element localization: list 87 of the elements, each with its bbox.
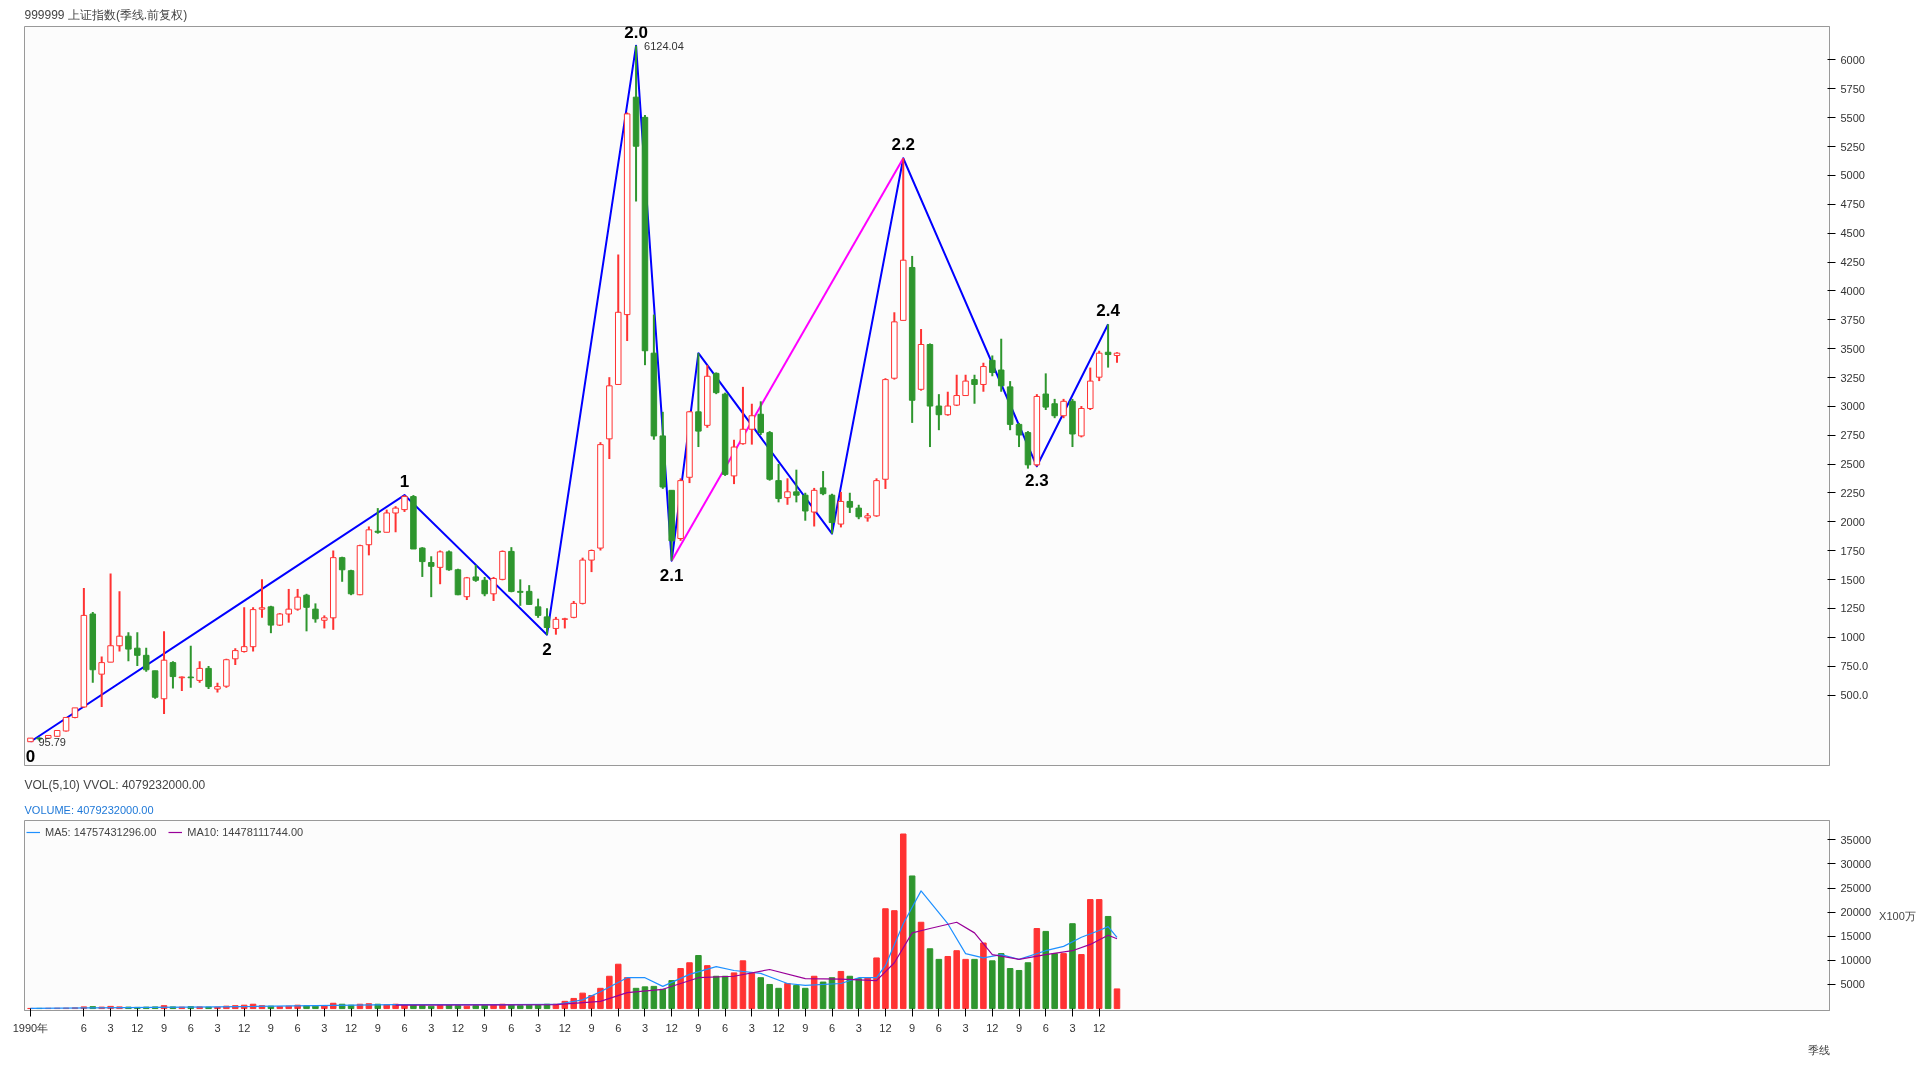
y-tick-label: 1000 [1840,631,1865,644]
text: 95.79 [38,735,66,748]
x-tick-label: 9 [1015,1021,1023,1034]
x-tick-label: 12 [558,1021,571,1034]
y-tick-label: 750.0 [1840,660,1869,673]
x-tick-label: 6 [935,1021,942,1034]
y-tick-label: 500.0 [1840,689,1869,702]
x-tick-label: 9 [267,1021,274,1034]
annotation: 2 [542,639,552,659]
x-tick-label: 6 [508,1021,515,1034]
y-tick-label: 25000 [1840,882,1872,895]
x-tick-label: 12 [1093,1021,1106,1034]
x-tick-label: 9 [160,1021,168,1034]
y-tick-label: 1250 [1840,602,1865,615]
annotation: 2.0 [624,22,648,42]
y-tick-label: 20000 [1840,906,1872,919]
y-tick-label: 3000 [1840,400,1865,413]
x-tick-label: 6 [1042,1021,1049,1034]
annotation: 0 [25,746,36,766]
y-tick-label: 15000 [1840,930,1872,943]
x-tick-label: 3 [214,1021,221,1034]
x-tick-label: 3 [535,1021,542,1034]
annotation: 1 [399,472,410,492]
y-tick-label: 2000 [1840,515,1865,528]
x-tick-label: 12 [879,1021,892,1034]
y-tick-label: 5000 [1840,978,1865,991]
x-tick-label: 12 [131,1021,144,1034]
y-tick-label: 1500 [1840,573,1865,586]
legend-label: MA10: 14478111744.00 [187,826,304,838]
x-tick-label: 6 [401,1021,408,1034]
x-tick-label: 6 [294,1021,301,1034]
y-tick-label: 4500 [1840,227,1865,240]
x-tick-label: 12 [986,1021,999,1034]
y-tick-label: 1750 [1840,544,1865,557]
legend-label: MA5: 14757431296.00 [45,826,157,838]
annotation: 2.3 [1025,471,1049,491]
text: 6124.04 [644,39,684,52]
x-tick-label: 3 [962,1021,969,1034]
text: 季线 [1807,1043,1830,1056]
x-tick-label: 12 [772,1021,785,1034]
x-tick-label: 3 [641,1021,649,1034]
x-tick-label: 3 [428,1021,435,1034]
x-tick-label: 3 [107,1021,114,1034]
y-tick-label: 6000 [1840,53,1865,66]
x-tick-label: 9 [695,1021,702,1034]
x-tick-label: 9 [909,1021,916,1034]
annotation: 2.4 [1096,301,1121,321]
y-tick-label: 30000 [1840,857,1872,870]
annotation: 2.2 [891,135,916,155]
y-tick-label: 2500 [1840,458,1865,471]
y-tick-label: 35000 [1840,833,1872,846]
x-tick-label: 12 [238,1021,251,1034]
x-tick-label: 12 [344,1021,358,1034]
x-tick-label: 1990年 [12,1021,49,1034]
y-tick-label: 5750 [1840,82,1865,95]
x-tick-label: 12 [665,1021,678,1034]
y-tick-label: 4250 [1840,256,1865,269]
x-tick-label: 3 [321,1021,328,1034]
y-tick-label: 5500 [1840,111,1865,124]
x-tick-label: 9 [802,1021,809,1034]
y-tick-label: 5250 [1840,140,1865,153]
y-axis-title: X100万 [1879,909,1916,922]
x-tick-label: 6 [722,1021,729,1034]
chart-title: VOL(5,10) VVOL: 4079232000.00 [24,777,206,792]
x-tick-label: 6 [615,1021,622,1034]
annotation: 2.1 [659,565,684,585]
y-tick-label: 3750 [1840,313,1865,326]
x-tick-label: 6 [187,1021,194,1034]
y-tick-label: 3500 [1840,342,1865,355]
x-tick-label: 3 [748,1021,755,1034]
y-tick-label: 10000 [1840,954,1872,967]
x-tick-label: 6 [828,1021,836,1034]
x-tick-label: 3 [855,1021,862,1034]
y-tick-label: 2750 [1840,429,1865,442]
text: VOLUME: 4079232000.00 [24,803,154,816]
x-tick-label: 6 [80,1021,87,1034]
y-tick-label: 5000 [1840,169,1865,182]
chart-title: 999999 上证指数(季线.前复权) [24,7,188,22]
x-tick-label: 3 [1069,1021,1076,1034]
y-tick-label: 2250 [1840,486,1865,499]
y-tick-label: 4750 [1840,198,1865,211]
x-tick-label: 12 [451,1021,465,1034]
x-tick-label: 9 [481,1021,488,1034]
y-tick-label: 4000 [1840,284,1865,297]
y-tick-label: 3250 [1840,371,1865,384]
x-tick-label: 9 [374,1021,381,1034]
x-tick-label: 9 [588,1021,595,1034]
